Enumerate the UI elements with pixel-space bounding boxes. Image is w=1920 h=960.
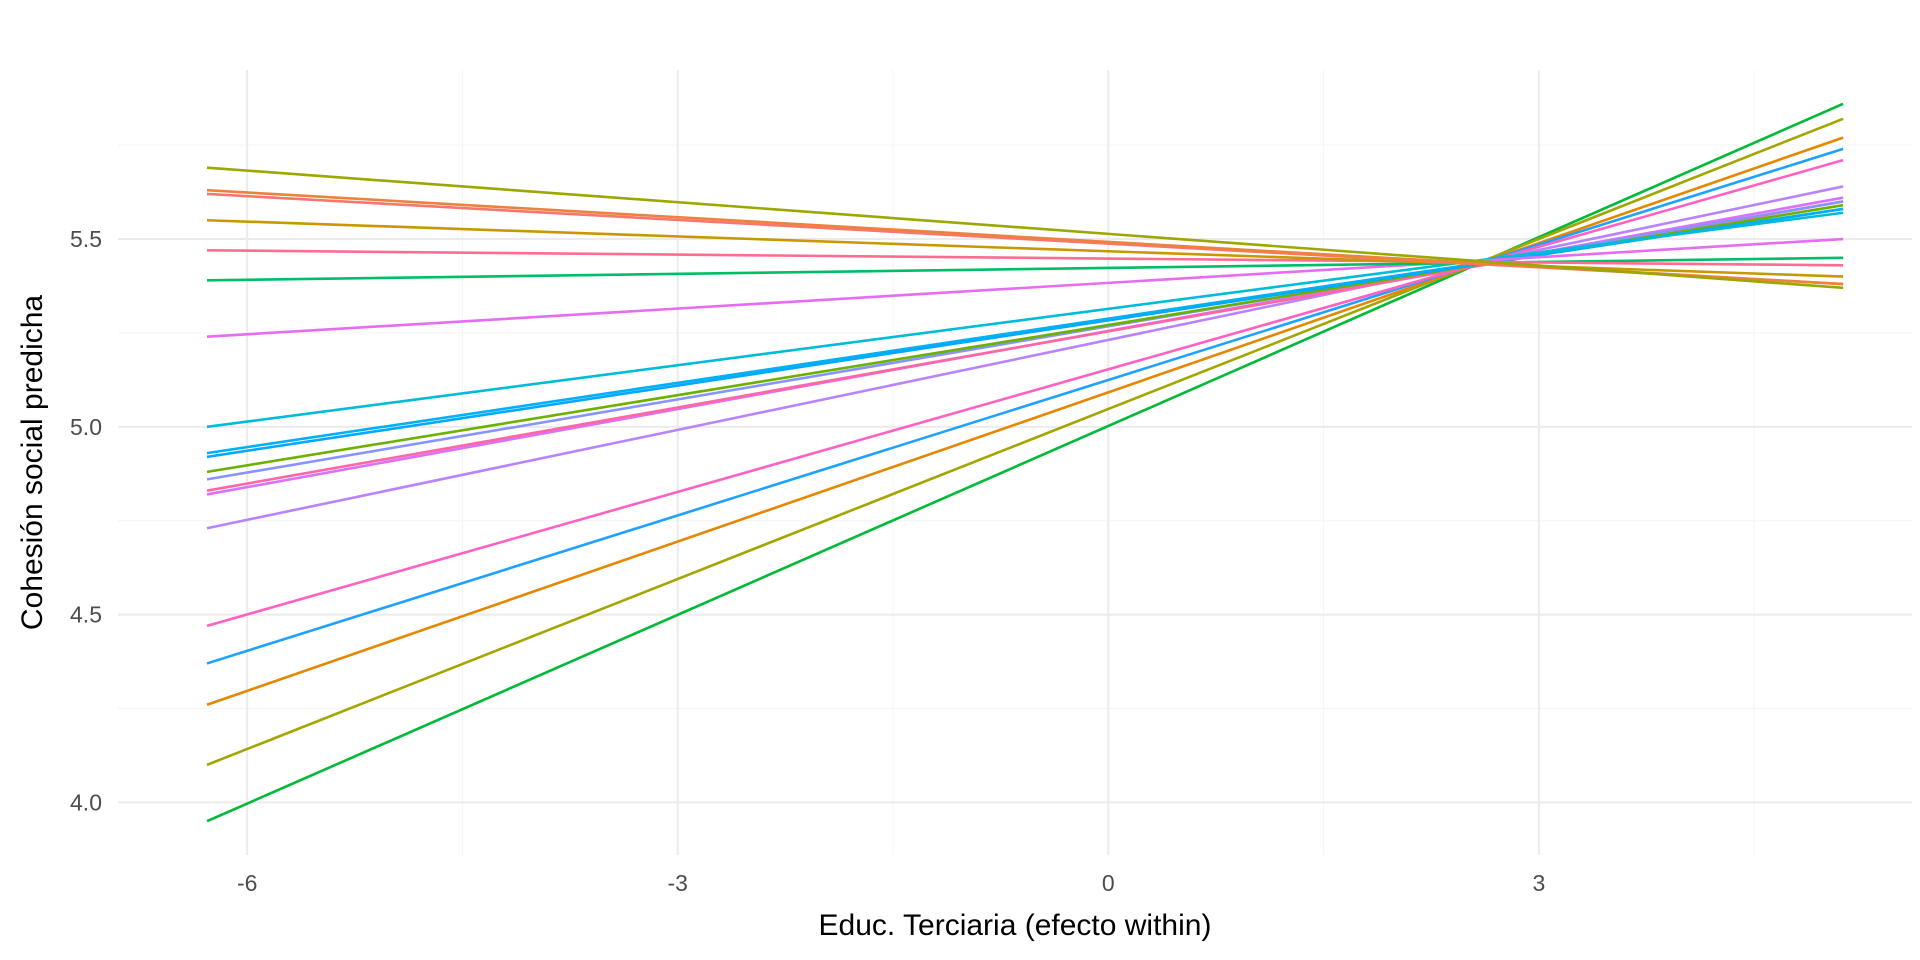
x-axis-title: Educ. Terciaria (efecto within): [819, 909, 1212, 942]
y-tick-label: 4.5: [70, 602, 102, 628]
y-tick-label: 4.0: [70, 789, 102, 815]
series-line-1: [206, 102, 1844, 823]
major-gridlines: [118, 70, 1912, 855]
series-line-5: [206, 158, 1844, 628]
series-line-3: [206, 136, 1844, 706]
series-line-2: [206, 117, 1844, 767]
series-line-20: [206, 166, 1844, 290]
minor-gridlines: [118, 70, 1912, 855]
y-tick-label: 5.5: [70, 226, 102, 252]
x-tick-label: 0: [1102, 870, 1115, 896]
series-line-6: [206, 185, 1844, 530]
x-tick-label: -6: [237, 870, 257, 896]
x-tick-label: 3: [1532, 870, 1545, 896]
y-axis-title: Cohesión social predicha: [16, 295, 49, 631]
series-line-4: [206, 147, 1844, 665]
y-axis-tick-labels: 4.0 4.5 5.0 5.5: [70, 226, 102, 815]
x-tick-label: -3: [668, 870, 688, 896]
series-line-14: [206, 237, 1844, 338]
series-line-13: [206, 211, 1844, 429]
y-tick-label: 5.0: [70, 414, 102, 440]
series-lines: [206, 102, 1844, 823]
series-line-16: [206, 248, 1844, 267]
x-axis-tick-labels: -6 -3 0 3: [237, 870, 1545, 896]
